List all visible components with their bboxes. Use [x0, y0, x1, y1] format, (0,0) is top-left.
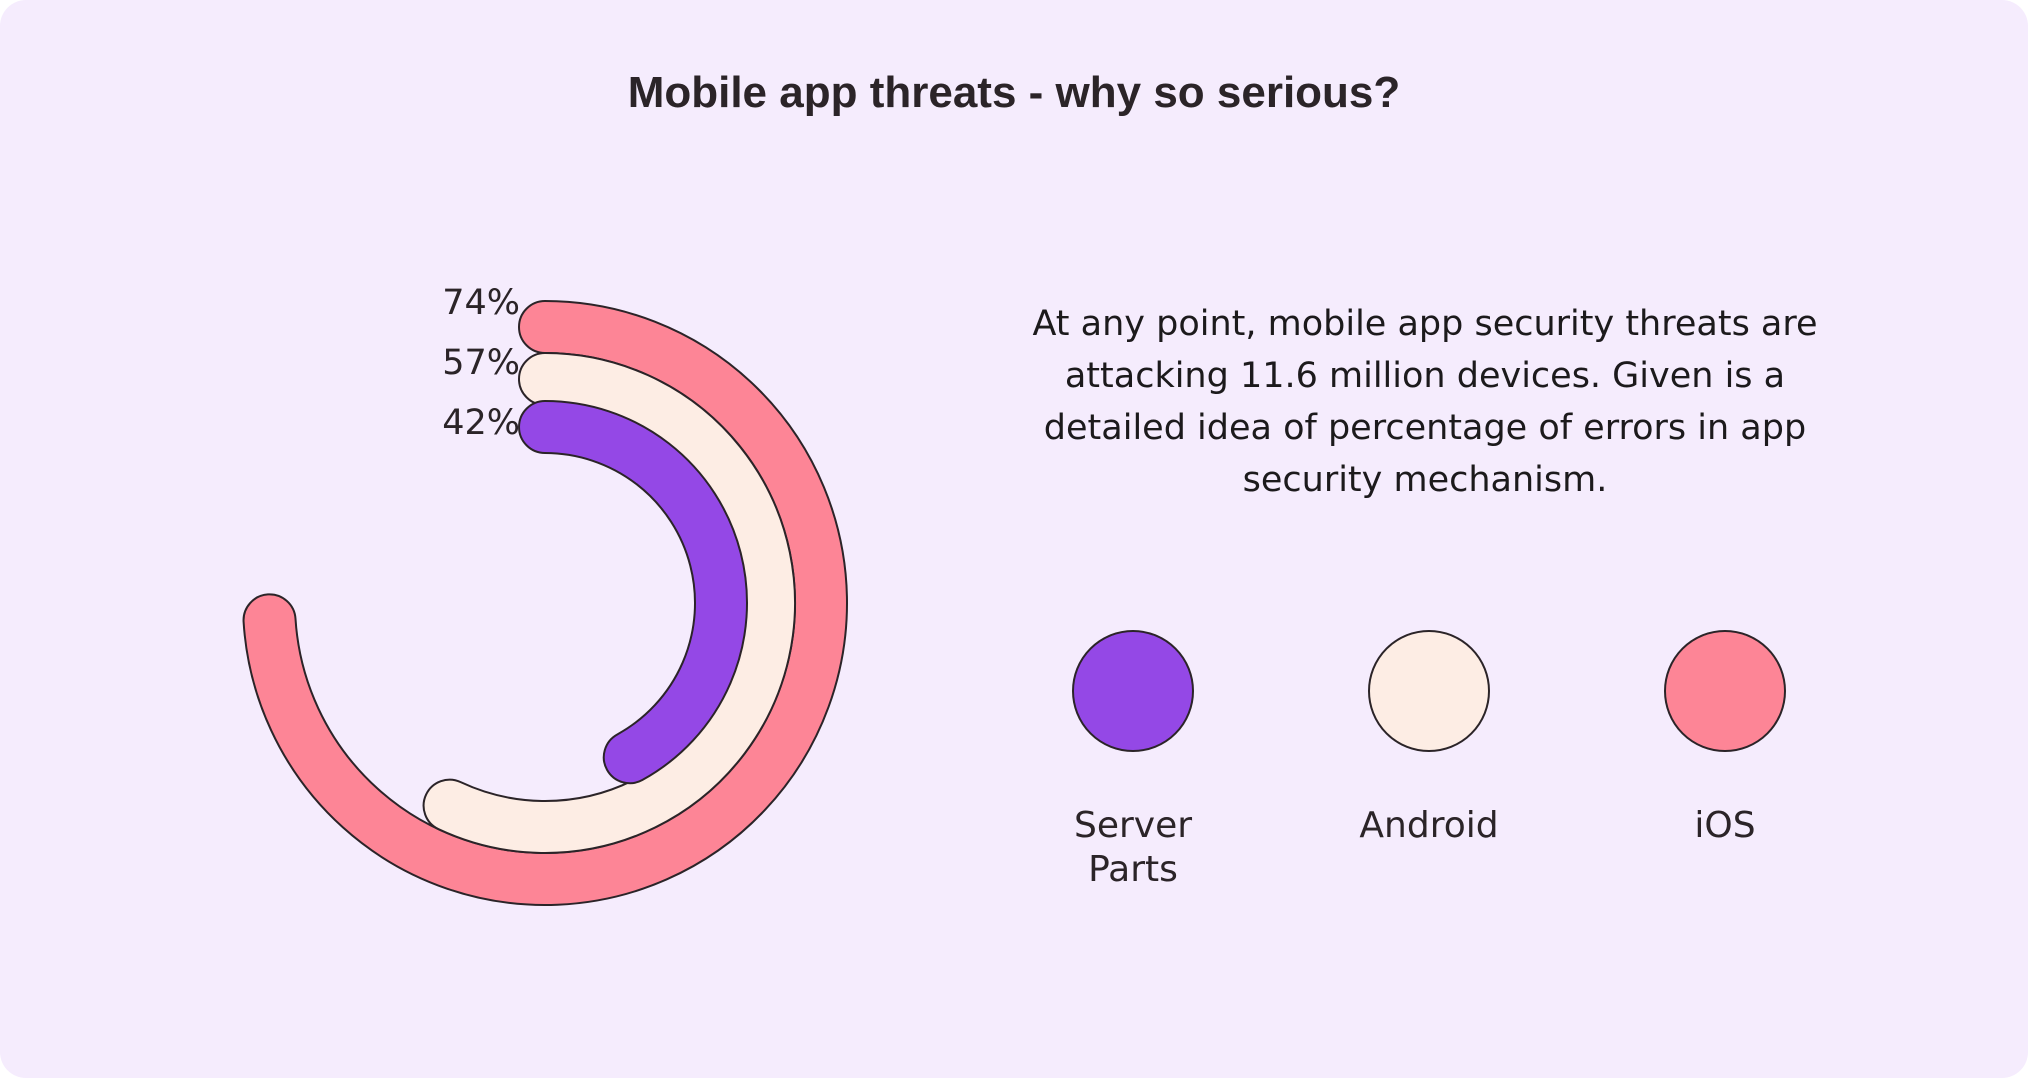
chart-title: Mobile app threats - why so serious?	[627, 68, 1401, 117]
value-label-android: 57%	[442, 343, 520, 383]
legend-swatch-server-parts	[1072, 630, 1194, 752]
value-label-ios: 74%	[442, 283, 520, 323]
legend-label-android: Android	[1359, 805, 1499, 846]
legend-item-server-parts: Server Parts	[1023, 630, 1243, 892]
legend-swatch-ios	[1664, 630, 1786, 752]
legend-label-server-parts: Server Parts	[1073, 805, 1193, 890]
legend-label-ios: iOS	[1694, 805, 1756, 846]
description-text: At any point, mobile app security threat…	[1032, 304, 1818, 500]
radial-bar-server-parts	[518, 399, 748, 785]
value-label-server-parts: 42%	[442, 403, 520, 443]
legend-item-ios: iOS	[1615, 630, 1835, 848]
legend-item-android: Android	[1319, 630, 1539, 848]
legend-swatch-android	[1368, 630, 1490, 752]
